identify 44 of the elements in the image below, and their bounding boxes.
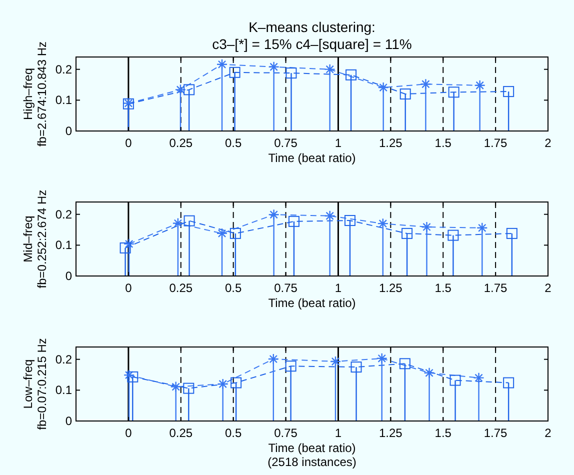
chart-title: K–means clustering: c3–[*] = 15% c4–[square] = 11% <box>212 19 412 52</box>
y-tick-label: 0 <box>65 269 72 283</box>
x-tick-label: 1 <box>334 426 342 440</box>
text: (2518 instances) <box>268 455 356 469</box>
x-tick-label: 1.75 <box>484 136 508 150</box>
x-tick-label: 0 <box>125 281 132 295</box>
y-tick-label: 0 <box>65 414 72 428</box>
y-tick-label: 0.2 <box>55 352 72 366</box>
x-tick-label: 0.25 <box>169 281 193 295</box>
y-tick-label: 0.2 <box>55 62 72 76</box>
x-tick-label: 1.5 <box>434 136 452 150</box>
y-axis-title: High–freq fb=2.674:10.843 Hz <box>21 41 49 147</box>
x-tick-label: 0.25 <box>169 426 193 440</box>
x-tick-label: 0.5 <box>224 136 242 150</box>
x-axis-title: Time (beat ratio) <box>268 296 356 310</box>
x-tick-label: 0 <box>125 426 132 440</box>
x-tick-label: 2 <box>544 281 552 295</box>
x-tick-label: 0.5 <box>224 281 242 295</box>
y-tick-label: 0.1 <box>55 93 72 108</box>
y-tick-label: 0.1 <box>55 383 72 398</box>
x-tick-label: 1.25 <box>378 281 403 295</box>
y-axis-title: Mid–freq fb=0.252:2.674 Hz <box>21 190 49 288</box>
x-tick-label: 0.5 <box>224 426 242 440</box>
x-tick-label: 0 <box>125 136 132 150</box>
x-axis-title: Time (beat ratio) <box>268 151 356 165</box>
x-tick-label: 0.25 <box>169 136 193 150</box>
x-tick-label: 1 <box>334 281 342 295</box>
x-tick-label: 1.25 <box>378 136 403 150</box>
y-axis-title: Low–freq fb=0.07:0.215 Hz <box>21 338 49 430</box>
x-tick-label: 1.75 <box>484 281 508 295</box>
x-tick-label: 0.75 <box>274 136 298 150</box>
x-tick-label: 1.25 <box>378 426 403 440</box>
y-tick-label: 0.2 <box>55 207 72 222</box>
x-tick-label: 2 <box>544 136 552 150</box>
x-tick-label: 1.5 <box>434 426 452 440</box>
x-axis-title: Time (beat ratio) <box>268 441 356 455</box>
x-tick-label: 0.75 <box>274 426 298 440</box>
x-tick-label: 1.75 <box>484 426 508 440</box>
x-tick-label: 1 <box>334 136 342 150</box>
x-tick-label: 0.75 <box>274 281 298 295</box>
y-tick-label: 0.1 <box>55 238 72 252</box>
x-tick-label: 2 <box>544 426 552 440</box>
y-tick-label: 0 <box>65 124 72 138</box>
x-tick-label: 1.5 <box>434 281 452 295</box>
